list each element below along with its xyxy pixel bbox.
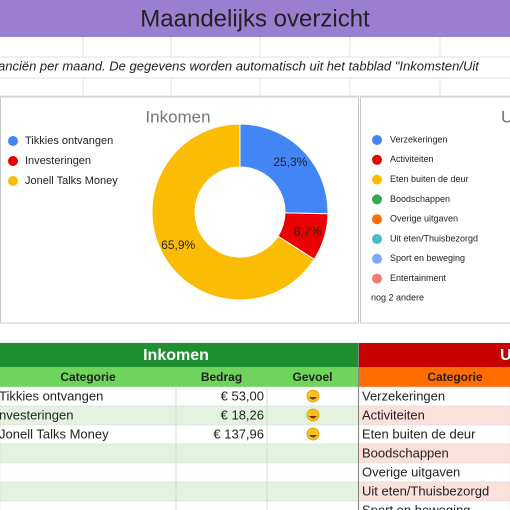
cell: Activiteiten (362, 407, 425, 422)
cell: nvesteringen (0, 407, 73, 422)
legend-more: nog 2 andere (371, 292, 424, 302)
legend-swatch (8, 136, 18, 146)
cell: Boodschappen (362, 445, 449, 460)
sheet-title: Maandelijks overzicht (140, 5, 370, 32)
legend-label: Verzekeringen (390, 134, 448, 144)
table-row (358, 500, 510, 510)
cell: Tikkies ontvangen (0, 388, 103, 403)
column-header-row (359, 367, 510, 387)
chart-title: U (501, 107, 510, 126)
cell: € 53,00 (221, 388, 264, 403)
table-title: U (500, 347, 510, 364)
chart-frame (360, 96, 510, 324)
legend-label: Activiteiten (390, 154, 434, 164)
cell: Overige uitgaven (362, 464, 460, 479)
column-header: Categorie (427, 370, 483, 384)
cell: Sport en beweging (362, 502, 470, 510)
legend-swatch (372, 273, 382, 284)
slice-label: 25,3% (273, 155, 307, 169)
feeling-icon (306, 408, 320, 422)
legend-swatch (372, 174, 382, 185)
legend-swatch (8, 176, 18, 186)
table-row (0, 443, 359, 464)
feeling-icon (306, 427, 320, 441)
legend-label: Tikkies ontvangen (25, 135, 113, 147)
feeling-icon-mouth (309, 397, 317, 400)
title-bar (0, 0, 510, 37)
column-header: Categorie (60, 370, 116, 384)
legend-swatch (372, 154, 382, 165)
cell: € 137,96 (213, 426, 264, 441)
column-header-row (0, 367, 358, 387)
legend-label: Eten buiten de deur (390, 174, 469, 184)
table-header (359, 343, 510, 367)
feeling-icon-mouth (309, 435, 317, 438)
legend-swatch (8, 156, 18, 166)
table-row (0, 462, 359, 483)
column-header: Bedrag (201, 370, 242, 384)
cell: Eten buiten de deur (362, 426, 476, 441)
column-header: Gevoel (292, 370, 332, 384)
table-title: Inkomen (143, 347, 209, 364)
legend-swatch (372, 194, 382, 205)
slice-label: 8,7% (294, 225, 322, 239)
subtitle: anciën per maand. De gegevens worden aut… (0, 58, 480, 73)
chart-title: Inkomen (145, 107, 210, 126)
legend-label: Boodschappen (390, 194, 450, 204)
slice-label: 65,9% (161, 238, 195, 252)
legend-label: Uit eten/Thuisbezorgd (390, 233, 478, 243)
legend-label: Sport en beweging (390, 253, 465, 263)
cell: Jonell Talks Money (0, 426, 109, 441)
legend-label: Investeringen (25, 155, 91, 167)
feeling-icon-mouth (309, 416, 317, 419)
table-row (0, 481, 359, 502)
legend-label: Entertainment (390, 273, 447, 283)
legend-label: Jonell Talks Money (25, 175, 118, 187)
legend-swatch (372, 253, 382, 264)
legend-label: Overige uitgaven (390, 214, 458, 224)
table-row (0, 500, 359, 510)
pie-slice (151, 123, 315, 301)
feeling-icon (306, 389, 320, 403)
table-header (0, 343, 358, 367)
cell: Verzekeringen (362, 388, 445, 403)
pie-slice (239, 123, 329, 215)
legend-swatch (372, 214, 382, 225)
cell: € 18,26 (221, 407, 264, 422)
legend-swatch (372, 234, 382, 244)
legend-swatch (372, 135, 382, 145)
cell: Uit eten/Thuisbezorgd (362, 483, 489, 498)
